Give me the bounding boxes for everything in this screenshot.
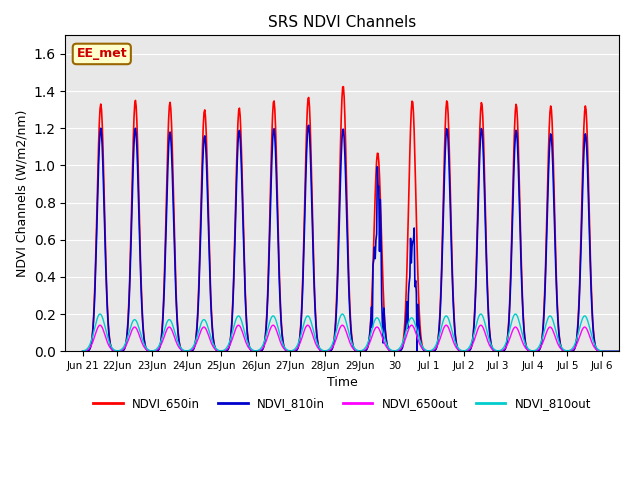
NDVI_810in [305, 122, 312, 128]
NDVI_650out [295, 343, 303, 349]
NDVI_650out [145, 348, 152, 353]
X-axis label: Time: Time [327, 376, 358, 389]
NDVI_810out [246, 345, 254, 350]
NDVI_810out [449, 330, 456, 336]
NDVI_650in [79, 348, 86, 354]
NDVI_650out [79, 348, 86, 354]
NDVI_810out [96, 311, 104, 317]
NDVI_650out [274, 331, 282, 337]
NDVI_810out [79, 348, 86, 354]
NDVI_650in [340, 84, 348, 90]
NDVI_810in [449, 279, 456, 285]
NDVI_650out [599, 348, 607, 354]
NDVI_650in [144, 348, 152, 353]
Line: NDVI_650in: NDVI_650in [83, 87, 637, 351]
NDVI_650in [449, 271, 456, 276]
NDVI_650in [417, 338, 425, 344]
NDVI_810out [145, 347, 152, 353]
NDVI_810in [144, 348, 152, 353]
NDVI_810in [294, 345, 301, 351]
NDVI_650in [633, 348, 640, 354]
NDVI_650out [417, 344, 425, 350]
NDVI_650in [294, 345, 301, 350]
NDVI_650in [273, 177, 281, 182]
Text: EE_met: EE_met [77, 48, 127, 60]
NDVI_810in [599, 348, 607, 354]
NDVI_810in [79, 348, 86, 354]
NDVI_650out [246, 347, 254, 352]
Line: NDVI_810in: NDVI_810in [83, 125, 637, 351]
NDVI_810in [246, 345, 253, 350]
NDVI_650out [633, 348, 640, 354]
Line: NDVI_810out: NDVI_810out [83, 314, 637, 351]
NDVI_810out [599, 348, 607, 354]
Title: SRS NDVI Channels: SRS NDVI Channels [268, 15, 417, 30]
NDVI_810in [417, 342, 425, 348]
NDVI_650out [96, 322, 104, 328]
NDVI_810out [274, 324, 282, 329]
NDVI_650in [246, 344, 253, 350]
NDVI_810in [273, 196, 281, 202]
Legend: NDVI_650in, NDVI_810in, NDVI_650out, NDVI_810out: NDVI_650in, NDVI_810in, NDVI_650out, NDV… [89, 392, 596, 415]
NDVI_650in [599, 348, 607, 354]
NDVI_810in [633, 348, 640, 354]
NDVI_810out [633, 348, 640, 354]
NDVI_810out [417, 342, 425, 348]
Line: NDVI_650out: NDVI_650out [83, 325, 637, 351]
Y-axis label: NDVI Channels (W/m2/nm): NDVI Channels (W/m2/nm) [15, 109, 28, 277]
NDVI_810out [295, 339, 303, 345]
NDVI_650out [449, 336, 456, 342]
